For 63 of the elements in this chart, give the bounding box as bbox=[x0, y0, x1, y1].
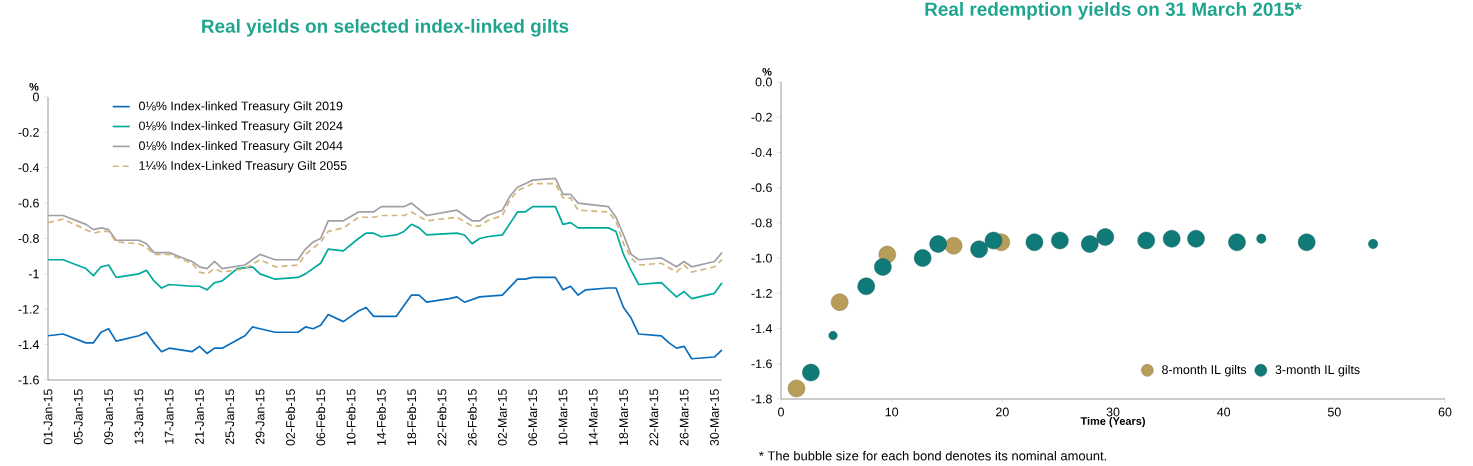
x-tick-label: 26-Feb-15 bbox=[467, 389, 477, 446]
x-tick-label: 29-Jan-15 bbox=[255, 389, 265, 445]
line-series bbox=[47, 205, 723, 300]
x-tick-label: 20 bbox=[996, 407, 1009, 417]
legend-label: 8-month IL gilts bbox=[1162, 364, 1247, 377]
x-tick-label: 06-Mar-15 bbox=[528, 389, 538, 446]
x-axis-title: Time (Years) bbox=[1080, 416, 1145, 428]
y-tick-label: -1.8 bbox=[751, 394, 772, 404]
legend-label: 0⅛% Index-linked Treasury Gilt 2019 bbox=[139, 101, 343, 113]
legend-label: 0⅛% Index-linked Treasury Gilt 2044 bbox=[139, 140, 343, 153]
x-tick-label: 21-Jan-15 bbox=[195, 389, 204, 445]
x-tick-label: 05-Jan-15 bbox=[73, 389, 83, 445]
x-tick-label: 14-Feb-15 bbox=[376, 389, 386, 446]
x-tick-label: 40 bbox=[1217, 407, 1231, 417]
x-tick-label: 09-Jan-15 bbox=[104, 389, 113, 445]
y-tick-label: -0.2 bbox=[18, 127, 39, 137]
x-tick-label: 06-Feb-15 bbox=[316, 389, 326, 446]
x-tick-label: 25-Jan-15 bbox=[225, 389, 235, 445]
chart-title: Real redemption yields on 31 March 2015* bbox=[925, 2, 1302, 20]
y-axis-title: % bbox=[762, 67, 772, 76]
x-tick-label: 10-Feb-15 bbox=[346, 389, 356, 446]
x-tick-label: 30 bbox=[1106, 407, 1120, 417]
line-series bbox=[47, 276, 723, 360]
y-tick-label: -0.4 bbox=[751, 148, 773, 157]
x-tick-label: 01-Jan-15 bbox=[43, 389, 53, 445]
x-tick-label: 02-Mar-15 bbox=[497, 389, 507, 446]
y-tick-label: -1.6 bbox=[751, 359, 772, 369]
y-tick-label: -0.2 bbox=[751, 112, 772, 122]
x-tick-label: 18-Feb-15 bbox=[406, 389, 417, 446]
x-tick-label: 22-Mar-15 bbox=[649, 389, 659, 446]
legend-label: 1¼% Index-Linked Treasury Gilt 2055 bbox=[139, 160, 347, 173]
x-tick-label: 22-Feb-15 bbox=[437, 389, 447, 446]
y-tick-label: -1.4 bbox=[751, 324, 773, 333]
legend-label: 0⅛% Index-linked Treasury Gilt 2024 bbox=[139, 121, 343, 133]
y-tick-label: -0.4 bbox=[18, 163, 40, 173]
y-axis-title: % bbox=[29, 82, 39, 91]
legend-label: 3-month IL gilts bbox=[1275, 364, 1360, 377]
y-tick-label: -0.6 bbox=[751, 183, 772, 193]
text: * The bubble size for each bond denotes its nominal amount. bbox=[759, 450, 1107, 461]
y-tick-label: -0.8 bbox=[18, 234, 39, 243]
y-tick-label: -1.4 bbox=[18, 340, 40, 349]
x-tick-label: 10 bbox=[885, 407, 899, 417]
y-tick-label: -0.8 bbox=[751, 218, 772, 228]
y-tick-label: -1.6 bbox=[18, 375, 39, 385]
x-tick-label: 02-Feb-15 bbox=[285, 389, 295, 446]
y-tick-label: 0 bbox=[32, 92, 39, 102]
x-tick-label: 18-Mar-15 bbox=[619, 389, 628, 446]
x-tick-label: 26-Mar-15 bbox=[679, 389, 689, 446]
y-tick-label: -1.2 bbox=[18, 304, 39, 314]
y-tick-label: -1.2 bbox=[751, 288, 772, 298]
x-tick-label: 50 bbox=[1327, 407, 1341, 417]
x-tick-label: 10-Mar-15 bbox=[558, 389, 568, 446]
y-tick-label: -1 bbox=[28, 269, 39, 279]
y-tick-label: -0.6 bbox=[18, 198, 39, 208]
x-tick-label: 13-Jan-15 bbox=[134, 389, 144, 444]
x-tick-label: 60 bbox=[1438, 407, 1452, 417]
chart-title: Real yields on selected index-linked gilts bbox=[202, 18, 569, 37]
x-tick-label: 30-Mar-15 bbox=[710, 389, 719, 446]
x-tick-label: 14-Mar-15 bbox=[588, 389, 598, 446]
y-tick-label: 0.0 bbox=[755, 77, 772, 87]
x-tick-label: 17-Jan-15 bbox=[164, 389, 174, 444]
y-tick-label: -1.0 bbox=[751, 253, 772, 263]
x-tick-label: 0 bbox=[778, 407, 784, 417]
